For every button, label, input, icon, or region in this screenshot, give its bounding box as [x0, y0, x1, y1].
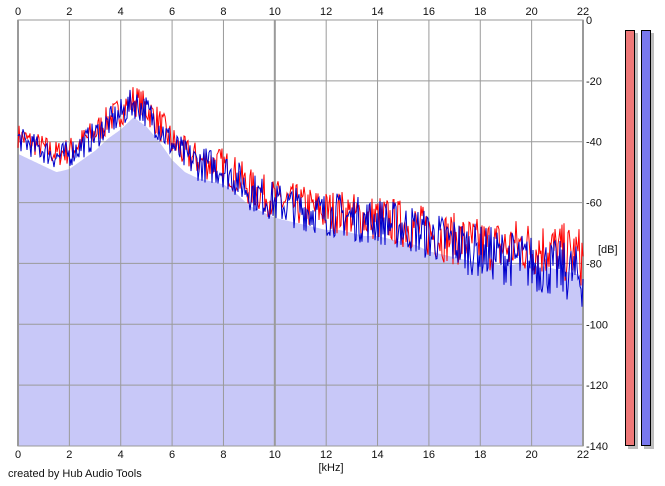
x-tick-label-bottom: 8	[220, 449, 226, 461]
x-tick-label-bottom: 18	[474, 449, 486, 461]
x-tick-label-bottom: 2	[66, 449, 72, 461]
x-tick-label-top: 4	[118, 6, 124, 18]
x-tick-label-top: 12	[320, 6, 332, 18]
x-tick-label-top: 22	[577, 6, 589, 18]
spectrum-fill	[18, 117, 583, 446]
x-tick-label-bottom: 4	[118, 449, 124, 461]
y-tick-label: -100	[586, 319, 608, 331]
x-tick-label-bottom: 10	[269, 449, 281, 461]
x-ticks-bottom: 0 2 4 6 8 10 12 14 16 18 20 22	[15, 449, 589, 461]
y-tick-label: 0	[586, 15, 592, 27]
x-tick-label-bottom: 6	[169, 449, 175, 461]
grid	[17, 19, 584, 447]
x-tick-label-top: 14	[371, 6, 383, 18]
x-tick-label-top: 18	[474, 6, 486, 18]
spectrum-area	[18, 117, 583, 446]
x-tick-label-bottom: 14	[371, 449, 383, 461]
y-tick-label: -80	[586, 258, 602, 270]
series-lines	[17, 87, 584, 307]
x-tick-label-top: 2	[66, 6, 72, 18]
y-axis-label: [dB]	[598, 244, 618, 256]
series-line-1	[17, 89, 584, 307]
x-tick-label-top: 10	[269, 6, 281, 18]
y-tick-label: -20	[586, 76, 602, 88]
x-tick-label-top: 8	[220, 6, 226, 18]
y-tick-label: -60	[586, 198, 602, 210]
level-meter-left	[625, 30, 635, 446]
x-axis-label: [kHz]	[318, 462, 343, 474]
y-ticks: 0 -20 -40 -60 -80 -100 -120 -140	[586, 15, 608, 453]
y-tick-label: -40	[586, 137, 602, 149]
x-ticks-top: 0 2 4 6 8 10 12 14 16 18 20 22	[15, 6, 589, 18]
x-tick-label-bottom: 12	[320, 449, 332, 461]
y-tick-label: -120	[586, 380, 608, 392]
y-tick-label: -140	[586, 441, 608, 453]
x-tick-label-top: 0	[15, 6, 21, 18]
x-tick-label-top: 6	[169, 6, 175, 18]
x-tick-label-top: 20	[526, 6, 538, 18]
x-tick-label-bottom: 0	[15, 449, 21, 461]
x-tick-label-top: 16	[423, 6, 435, 18]
level-meter-right	[641, 30, 651, 446]
x-tick-label-bottom: 16	[423, 449, 435, 461]
x-tick-label-bottom: 22	[577, 449, 589, 461]
credit-text: created by Hub Audio Tools	[8, 468, 142, 480]
x-tick-label-bottom: 20	[526, 449, 538, 461]
